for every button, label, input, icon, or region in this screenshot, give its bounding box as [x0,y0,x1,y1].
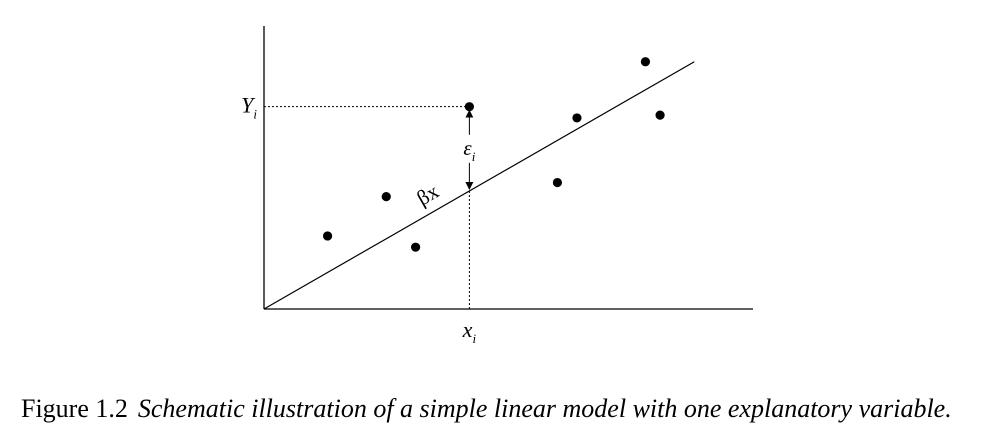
x-tick-label: xi [462,317,477,346]
data-points [322,57,665,252]
scatter-plot: Yi xi εi βx [241,26,753,346]
data-point [410,242,421,252]
data-point [552,177,563,188]
data-point [464,102,474,112]
y-tick-label: Yi [241,93,257,122]
figure: Yi xi εi βx [241,26,753,346]
regression-line [263,61,695,310]
data-point [322,231,333,241]
data-point [655,110,665,120]
data-point [381,192,391,202]
data-point [572,113,582,123]
figure-caption: Figure 1.2 Schematic illustration of a si… [21,396,952,422]
caption-number: Figure 1.2 [21,394,128,423]
caption-text: Schematic illustration of a simple linea… [137,394,952,423]
line-label: βx [412,179,443,211]
data-point [640,57,651,67]
error-label: εi [463,136,475,164]
